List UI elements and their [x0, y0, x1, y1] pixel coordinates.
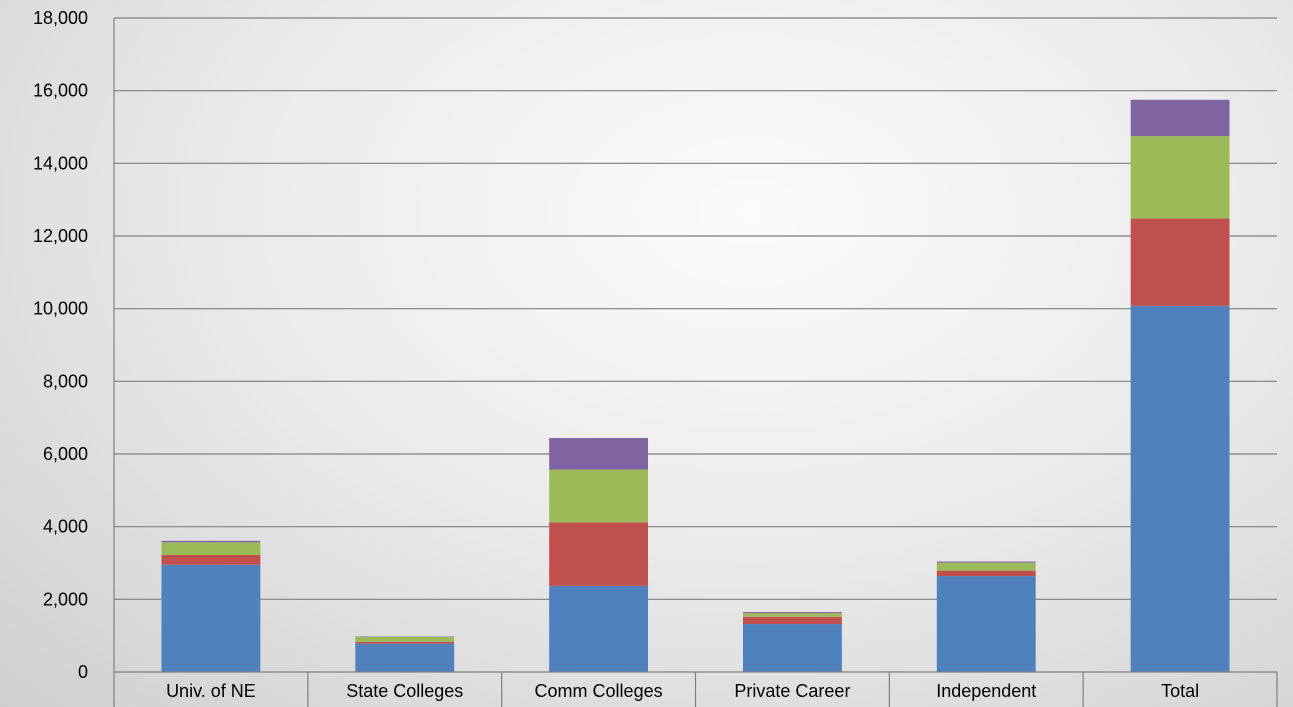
bar-segment: [936, 576, 1036, 672]
bars: [161, 99, 1230, 672]
bar-segment: [1130, 305, 1230, 672]
bar-segment: [355, 636, 455, 642]
bar-segment: [742, 612, 842, 614]
bar-segment: [742, 613, 842, 617]
y-tick-label: 4,000: [43, 517, 88, 537]
bar-segment: [355, 643, 455, 672]
x-category-label: Univ. of NE: [166, 681, 256, 701]
bar-segment: [161, 555, 261, 565]
y-tick-label: 2,000: [43, 589, 88, 609]
y-tick-label: 14,000: [33, 153, 88, 173]
bar-segment: [549, 469, 649, 523]
bar-segment: [936, 561, 1036, 563]
x-category-label: Independent: [936, 681, 1036, 701]
gridlines: [114, 17, 1277, 600]
bar-segment: [549, 522, 649, 586]
bar-segment: [1130, 99, 1230, 137]
bar-segment: [161, 540, 261, 543]
bar-segment: [355, 641, 455, 644]
bar-segment: [742, 624, 842, 672]
axes: [113, 18, 1278, 707]
bar-segment: [936, 570, 1036, 577]
y-tick-label: 18,000: [33, 8, 88, 28]
bar-segment: [742, 616, 842, 625]
y-tick-label: 16,000: [33, 81, 88, 101]
x-category-label: Private Career: [734, 681, 850, 701]
bar-segment: [161, 542, 261, 556]
y-tick-label: 6,000: [43, 444, 88, 464]
bar-segment: [936, 562, 1036, 571]
x-category-label: Comm Colleges: [535, 681, 663, 701]
x-category-labels: Univ. of NE State Colleges Comm Colleges Pr…: [166, 681, 1199, 701]
x-category-label: State Colleges: [346, 681, 463, 701]
y-tick-label: 10,000: [33, 299, 88, 319]
x-category-label: Total: [1161, 681, 1199, 701]
bar-segment: [549, 438, 649, 470]
y-tick-labels: 0 2,000 4,000 6,000 8,000 10,000 12,000 14,000 1…: [33, 8, 88, 682]
y-tick-label: 8,000: [43, 371, 88, 391]
bar-segment: [549, 585, 649, 672]
bar-segment: [1130, 136, 1230, 219]
y-tick-label: 0: [78, 662, 88, 682]
bar-segment: [161, 564, 261, 672]
y-tick-label: 12,000: [33, 226, 88, 246]
bar-segment: [1130, 218, 1230, 306]
